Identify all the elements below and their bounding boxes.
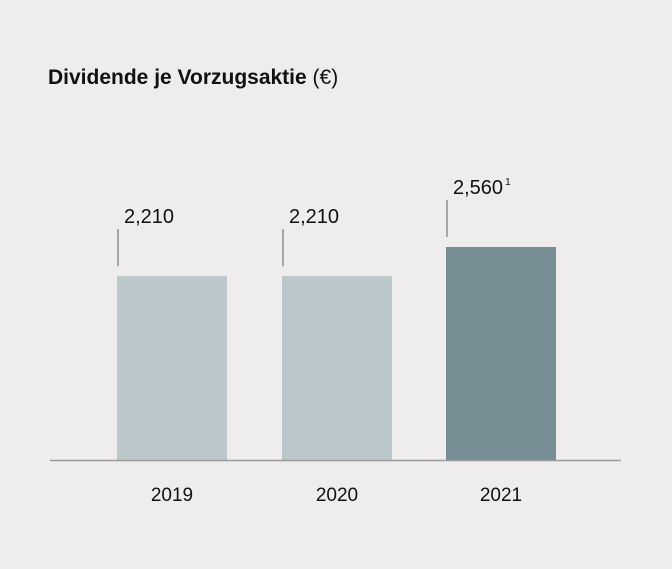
value-label-text: 2,560 — [453, 177, 503, 199]
value-label-2020: 2,210 — [289, 206, 339, 228]
leader-lines-layer — [117, 200, 448, 267]
x-tick-label-2021: 2021 — [480, 485, 522, 506]
x-tick-label-2020: 2020 — [316, 485, 358, 506]
chart-title-text: Dividende je Vorzugsaktie — [48, 66, 307, 89]
value-label-2019: 2,210 — [124, 206, 174, 228]
value-label-2021: 2,560 1 — [453, 177, 511, 199]
chart-title-unit: (€) — [312, 66, 339, 89]
value-label-text: 2,210 — [289, 206, 339, 228]
chart-title: Dividende je Vorzugsaktie (€) — [48, 62, 338, 94]
footnote-marker: 1 — [505, 177, 511, 188]
tick-labels-layer: 2019 2020 2021 — [151, 485, 522, 506]
bar-2020 — [282, 276, 392, 460]
value-labels-layer: 2,210 2,210 2,560 1 — [124, 177, 511, 228]
bars-layer — [117, 247, 556, 460]
value-label-text: 2,210 — [124, 206, 174, 228]
bar-2019 — [117, 276, 227, 460]
x-tick-label-2019: 2019 — [151, 485, 193, 506]
bar-2021 — [446, 247, 556, 460]
